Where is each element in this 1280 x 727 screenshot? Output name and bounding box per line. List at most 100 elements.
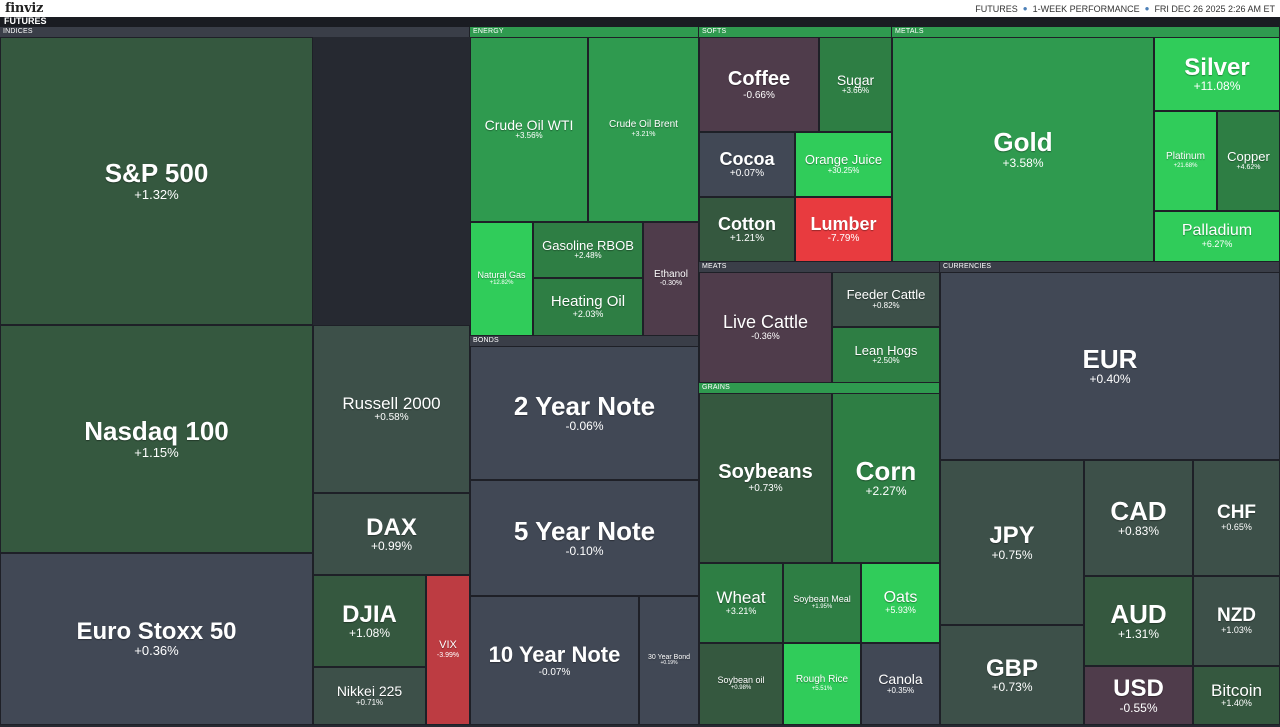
header-info-category: FUTURES (975, 3, 1018, 14)
tile-nikkei[interactable]: Nikkei 225 +0.71% (313, 667, 426, 725)
tile-heating[interactable]: Heating Oil +2.03% (533, 278, 643, 336)
tile-change: +30.25% (827, 165, 860, 175)
group-header-bonds[interactable]: BONDS (470, 336, 699, 346)
tile-stoxx[interactable]: Euro Stoxx 50 +0.36% (0, 553, 313, 725)
tile-coffee[interactable]: Coffee -0.66% (699, 37, 819, 132)
tile-name: NZD (1216, 605, 1257, 627)
tile-change: +1.32% (134, 186, 179, 202)
tile-oats[interactable]: Oats +5.93% (861, 563, 940, 643)
tile-russell[interactable]: Russell 2000 +0.58% (313, 325, 470, 493)
group-header-meats[interactable]: MEATS (699, 262, 940, 272)
group-label: CURRENCIES (943, 263, 992, 270)
tile-dax[interactable]: DAX +0.99% (313, 493, 470, 575)
tile-change: +0.75% (991, 547, 1033, 562)
tile-name: Heating Oil (550, 293, 626, 311)
tile-bitcoin[interactable]: Bitcoin +1.40% (1193, 666, 1280, 725)
group-header-metals[interactable]: METALS (892, 27, 1280, 37)
tile-change: +0.35% (886, 685, 915, 695)
header-info: FUTURES ● 1-WEEK PERFORMANCE ● FRI DEC 2… (975, 4, 1275, 14)
tile-name: Ethanol (654, 268, 688, 280)
tile-name: Soybean oil (717, 674, 765, 685)
tile-name: EUR (1082, 343, 1138, 374)
tile-natgas[interactable]: Natural Gas +12.82% (470, 222, 533, 336)
tile-change: +0.82% (872, 300, 900, 310)
tile-change: +0.99% (370, 539, 413, 553)
tile-crude-wti[interactable]: Crude Oil WTI +3.56% (470, 37, 588, 222)
tile-change: -0.36% (751, 331, 780, 341)
group-header-grains[interactable]: GRAINS (699, 383, 940, 393)
tile-change: -0.07% (538, 666, 571, 678)
tile-chf[interactable]: CHF +0.65% (1193, 460, 1280, 576)
tile-name: Orange Juice (804, 152, 883, 168)
tile-ethanol[interactable]: Ethanol -0.30% (643, 222, 699, 336)
tile-name: Cotton (718, 213, 776, 234)
tile-note2[interactable]: 2 Year Note -0.06% (470, 346, 699, 480)
tile-change: +0.40% (1089, 372, 1131, 387)
group-header-energy[interactable]: ENERGY (470, 27, 699, 37)
tile-change: +2.27% (865, 484, 907, 499)
tile-bond30[interactable]: 30 Year Bond +0.19% (639, 596, 699, 725)
tile-cotton[interactable]: Cotton +1.21% (699, 197, 795, 262)
tile-livecattle[interactable]: Live Cattle -0.36% (699, 272, 832, 383)
tile-aud[interactable]: AUD +1.31% (1084, 576, 1193, 666)
tile-change: +1.03% (1221, 625, 1252, 636)
tile-name: Euro Stoxx 50 (76, 618, 237, 646)
tile-change: +6.27% (1201, 238, 1233, 249)
tile-soybeans[interactable]: Soybeans +0.73% (699, 393, 832, 563)
tile-jpy[interactable]: JPY +0.75% (940, 460, 1084, 625)
tile-feeder[interactable]: Feeder Cattle +0.82% (832, 272, 940, 327)
tile-crude-brent[interactable]: Crude Oil Brent +3.21% (588, 37, 699, 222)
tile-change: +0.19% (660, 660, 678, 667)
tile-cad[interactable]: CAD +0.83% (1084, 460, 1193, 576)
tile-change: +1.31% (1117, 627, 1160, 642)
tile-wheat[interactable]: Wheat +3.21% (699, 563, 783, 643)
tile-gbp[interactable]: GBP +0.73% (940, 625, 1084, 725)
tile-corn[interactable]: Corn +2.27% (832, 393, 940, 563)
tile-gasoline[interactable]: Gasoline RBOB +2.48% (533, 222, 643, 278)
tile-nzd[interactable]: NZD +1.03% (1193, 576, 1280, 666)
tile-name: Coffee (727, 67, 791, 90)
tile-eur[interactable]: EUR +0.40% (940, 272, 1280, 460)
tile-cocoa[interactable]: Cocoa +0.07% (699, 132, 795, 197)
tile-change: +0.07% (729, 168, 765, 180)
tile-soymeal[interactable]: Soybean Meal +1.95% (783, 563, 861, 643)
tile-oj[interactable]: Orange Juice +30.25% (795, 132, 892, 197)
tile-change: +2.48% (574, 251, 602, 261)
tile-name: 2 Year Note (513, 390, 656, 421)
tile-palladium[interactable]: Palladium +6.27% (1154, 211, 1280, 262)
tile-change: -0.06% (565, 419, 604, 434)
tile-change: +21.68% (1173, 162, 1198, 169)
tile-change: -0.10% (565, 544, 604, 559)
tile-name: Crude Oil WTI (484, 116, 574, 133)
tile-leanhogs[interactable]: Lean Hogs +2.50% (832, 327, 940, 383)
tile-change: +0.65% (1221, 522, 1252, 533)
tile-note10[interactable]: 10 Year Note -0.07% (470, 596, 639, 725)
tile-sp500[interactable]: S&P 500 +1.32% (0, 37, 313, 325)
tile-name: Silver (1184, 53, 1250, 81)
tile-djia[interactable]: DJIA +1.08% (313, 575, 426, 667)
tile-lumber[interactable]: Lumber -7.79% (795, 197, 892, 262)
group-header-currencies[interactable]: CURRENCIES (940, 262, 1280, 272)
tile-name: Sugar (836, 71, 875, 88)
tile-usd[interactable]: USD -0.55% (1084, 666, 1193, 725)
group-header-indices[interactable]: INDICES (0, 27, 470, 37)
tile-name: Palladium (1181, 222, 1253, 240)
tile-change: +3.56% (515, 131, 543, 141)
tile-change: +1.21% (729, 233, 765, 245)
tile-sugar[interactable]: Sugar +3.66% (819, 37, 892, 132)
tile-platinum[interactable]: Platinum +21.68% (1154, 111, 1217, 211)
tile-canola[interactable]: Canola +0.35% (861, 643, 940, 725)
tile-silver[interactable]: Silver +11.08% (1154, 37, 1280, 111)
tile-gold[interactable]: Gold +3.58% (892, 37, 1154, 262)
tile-roughrice[interactable]: Rough Rice +5.51% (783, 643, 861, 725)
tile-copper[interactable]: Copper +4.62% (1217, 111, 1280, 211)
tile-name: 5 Year Note (513, 515, 656, 546)
tile-change: -3.99% (436, 651, 460, 659)
tile-note5[interactable]: 5 Year Note -0.10% (470, 480, 699, 596)
finviz-logo[interactable]: finviz (5, 1, 44, 16)
map-title-bar (0, 17, 1280, 27)
tile-nasdaq[interactable]: Nasdaq 100 +1.15% (0, 325, 313, 553)
tile-vix[interactable]: VIX -3.99% (426, 575, 470, 725)
tile-soyoil[interactable]: Soybean oil +0.98% (699, 643, 783, 725)
group-header-softs[interactable]: SOFTS (699, 27, 892, 37)
